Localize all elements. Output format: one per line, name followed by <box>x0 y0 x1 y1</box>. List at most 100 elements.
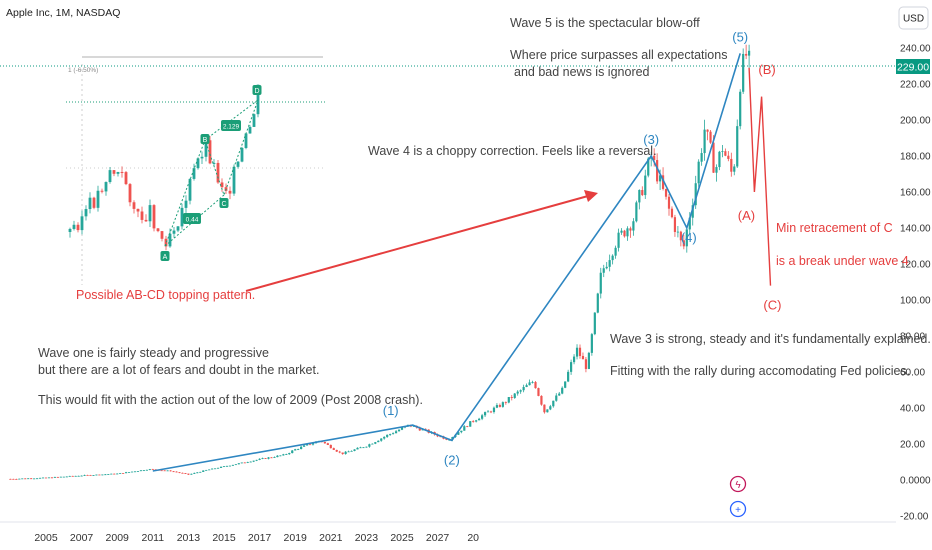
candle-body <box>264 458 267 459</box>
candle-body <box>160 470 163 472</box>
x-tick-label: 2023 <box>355 532 379 544</box>
earnings-event-icon[interactable] <box>729 500 747 518</box>
abcd-arrow-head <box>584 190 598 202</box>
inset-point-label: A <box>163 254 168 261</box>
candle-body <box>510 397 513 398</box>
candle-body <box>92 475 95 476</box>
candle-body <box>466 426 469 427</box>
x-tick-label: 2025 <box>390 532 414 544</box>
candle-body <box>614 247 617 256</box>
candle-body <box>570 362 573 372</box>
candle-body <box>572 356 576 363</box>
candle-body <box>667 196 671 209</box>
candle-body <box>670 208 674 218</box>
candle-body <box>706 129 709 132</box>
candle-body <box>400 427 404 430</box>
annotation-wave1-line1: Wave one is fairly steady and progressiv… <box>38 346 269 360</box>
x-tick-label: 2007 <box>70 532 94 544</box>
candle-body <box>83 475 86 476</box>
y-tick-label: 140.00 <box>900 224 931 235</box>
candle-body <box>501 402 504 407</box>
inset-candle-body <box>232 166 236 194</box>
candle-body <box>644 175 647 196</box>
candle-body <box>258 458 261 460</box>
candle-body <box>246 462 249 463</box>
candle-body <box>386 434 389 437</box>
inset-candle-body <box>120 171 124 173</box>
y-tick-label: 0.0000 <box>900 476 931 487</box>
y-tick-label: 220.00 <box>900 80 931 91</box>
wave-label: (1) <box>383 403 399 418</box>
inset-candle-body <box>132 202 136 209</box>
inset-candle-body <box>248 126 252 134</box>
candle-body <box>724 151 727 156</box>
candle-body <box>80 475 83 477</box>
candle-body <box>590 334 593 353</box>
candle-body <box>214 468 217 470</box>
candle-body <box>635 202 638 222</box>
candle-body <box>507 397 510 403</box>
candle-body <box>483 412 487 416</box>
inset-ratio-badge <box>183 213 201 224</box>
inset-fib-label: 1 (-6.50%) <box>68 67 98 74</box>
inset-candle-body <box>100 190 104 192</box>
inset-candle-body <box>244 133 248 148</box>
candle-body <box>709 131 712 143</box>
candle-body <box>95 474 98 476</box>
candle-body <box>288 453 291 455</box>
projection-label: (B) <box>758 62 775 77</box>
candle-body <box>47 477 51 479</box>
candle-body <box>36 478 39 480</box>
candle-body <box>418 427 421 431</box>
candle-body <box>730 158 733 172</box>
candle-body <box>736 126 739 167</box>
candle-body <box>460 430 463 433</box>
candle-body <box>202 470 205 472</box>
inset-candle-body <box>88 197 92 210</box>
candle-body <box>513 393 516 398</box>
candle-body <box>489 411 493 413</box>
candle-body <box>578 347 582 356</box>
last-price-tag <box>896 59 930 74</box>
dividend-event-icon[interactable] <box>729 475 747 493</box>
candle-body <box>647 158 650 176</box>
candle-body <box>163 470 166 472</box>
inset-candle-body <box>216 162 220 183</box>
candle-body <box>481 415 484 419</box>
candle-body <box>38 477 42 479</box>
candle-body <box>392 433 395 435</box>
candle-body <box>291 450 294 454</box>
candle-body <box>169 470 172 472</box>
inset-point-label: D <box>254 88 259 95</box>
candle-body <box>561 387 564 394</box>
candle-body <box>175 471 178 473</box>
candle-body <box>661 175 665 189</box>
candle-body <box>130 471 134 473</box>
x-tick-label: 2005 <box>34 532 58 544</box>
candle-body <box>205 469 208 471</box>
inset-candle-body <box>140 211 144 220</box>
candle-body <box>234 464 237 466</box>
candle-body <box>142 470 145 472</box>
candle-body <box>294 449 297 451</box>
annotation-wave5-title: Wave 5 is the spectacular blow-off <box>510 16 700 30</box>
candle-body <box>211 468 214 470</box>
candle-body <box>593 312 596 335</box>
inset-ac-line <box>164 194 225 247</box>
inset-candle-body <box>188 178 192 201</box>
elliott-wave-line <box>152 53 741 472</box>
candle-body <box>74 475 77 477</box>
x-tick-label: 2017 <box>248 532 272 544</box>
currency-button[interactable] <box>898 6 929 30</box>
candle-body <box>641 190 644 196</box>
last-price-value: 229.00 <box>897 62 929 74</box>
candle-body <box>24 478 27 480</box>
inset-candle-body <box>212 162 216 164</box>
y-tick-label: 40.00 <box>900 404 925 415</box>
candle-body <box>119 473 122 474</box>
candle-body <box>371 443 374 445</box>
candle-body <box>98 474 101 476</box>
candle-body <box>300 446 303 450</box>
candle-body <box>285 454 288 455</box>
